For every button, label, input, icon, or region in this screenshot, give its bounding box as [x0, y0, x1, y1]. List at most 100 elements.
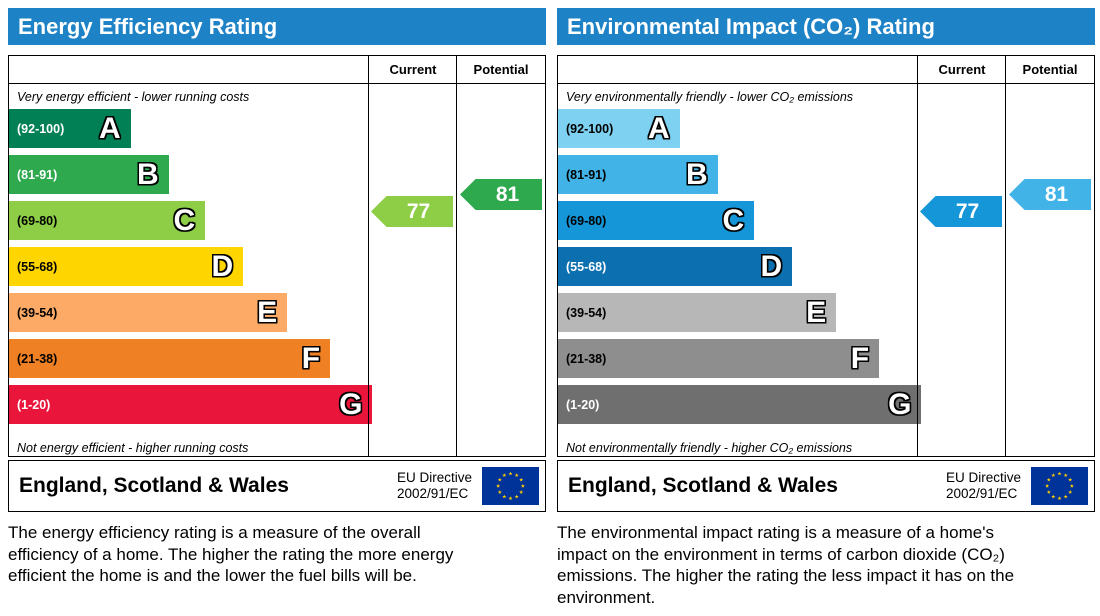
band-letter: B [137, 157, 159, 191]
top-caption: Very environmentally friendly - lower CO… [566, 90, 854, 104]
energy-efficiency-panel: Energy Efficiency Rating Current Potenti… [8, 8, 546, 608]
rating-bands: (92-100) A (81-91) B (69-80) C [9, 109, 545, 424]
eu-directive-label: EU Directive 2002/91/EC [946, 470, 1021, 502]
band-range-label: (39-54) [17, 305, 58, 320]
band-letter: F [301, 341, 321, 375]
eu-directive-line2: 2002/91/EC [945, 486, 1018, 501]
bottom-caption: Not environmentally friendly - higher CO… [566, 441, 853, 455]
eu-directive-label: EU Directive 2002/91/EC [397, 470, 472, 502]
band-a: (92-100) A [558, 109, 680, 148]
band-row: (1-20) G [558, 385, 1094, 424]
band-f: (21-38) F [9, 339, 331, 378]
potential-column-header: Potential [1022, 62, 1078, 77]
column-divider [1005, 56, 1006, 456]
band-letter: E [806, 295, 827, 329]
band-range-label: (92-100) [17, 121, 65, 136]
band-letter: E [257, 295, 278, 329]
panel-description: The energy efficiency rating is a measur… [8, 523, 454, 586]
band-range-label: (39-54) [566, 305, 607, 320]
band-e: (39-54) E [9, 293, 288, 332]
eu-flag-icon [1031, 467, 1088, 505]
band-letter: G [888, 387, 912, 421]
rating-bands: (92-100) A (81-91) B (69-80) C [558, 109, 1094, 424]
bottom-caption: Not energy efficient - higher running co… [17, 441, 249, 455]
band-range-label: (1-20) [17, 397, 51, 412]
region-label: England, Scotland & Wales [568, 474, 838, 497]
potential-rating-value: 81 [1044, 182, 1069, 206]
band-row: (21-38) F [9, 339, 545, 378]
chart-header-row: Current Potential [9, 56, 545, 84]
column-divider [456, 56, 457, 456]
band-row: (92-100) A [558, 109, 1094, 148]
top-caption: Very energy efficient - lower running co… [17, 90, 250, 104]
panel-description: The environmental impact rating is a mea… [557, 523, 1015, 607]
band-b: (81-91) B [9, 155, 169, 194]
region-label: England, Scotland & Wales [19, 474, 289, 497]
band-g: (1-20) G [9, 385, 373, 424]
band-letter: G [339, 387, 363, 421]
potential-rating-arrow: 81 [1009, 179, 1091, 210]
current-rating-arrow: 77 [371, 196, 453, 227]
band-b: (81-91) B [558, 155, 718, 194]
band-row: (55-68) D [9, 247, 545, 286]
band-row: (1-20) G [9, 385, 545, 424]
column-divider [917, 56, 918, 456]
band-d: (55-68) D [558, 247, 793, 286]
current-column-header: Current [389, 62, 437, 77]
band-c: (69-80) C [9, 201, 206, 240]
band-range-label: (1-20) [566, 397, 600, 412]
band-c: (69-80) C [558, 201, 755, 240]
current-rating-value: 77 [955, 199, 980, 223]
potential-column-header: Potential [473, 62, 529, 77]
band-g: (1-20) G [558, 385, 922, 424]
band-row: (69-80) C [9, 201, 545, 240]
co2-rating-chart: Current Potential Very environmentally f… [557, 55, 1095, 457]
chart-footer: England, Scotland & Wales EU Directive 2… [8, 460, 546, 512]
band-row: (39-54) E [9, 293, 545, 332]
current-column-header: Current [938, 62, 986, 77]
band-row: (81-91) B [558, 155, 1094, 194]
band-range-label: (55-68) [566, 259, 607, 274]
panel-title: Energy Efficiency Rating [8, 8, 546, 45]
band-letter: C [173, 203, 196, 237]
band-letter: A [99, 111, 121, 145]
eu-directive-line1: EU Directive [945, 470, 1021, 486]
eu-directive-line2: 2002/91/EC [396, 486, 469, 501]
band-e: (39-54) E [558, 293, 837, 332]
band-range-label: (92-100) [566, 121, 614, 136]
band-range-label: (21-38) [566, 351, 607, 366]
band-range-label: (55-68) [17, 259, 58, 274]
band-row: (39-54) E [558, 293, 1094, 332]
band-row: (55-68) D [558, 247, 1094, 286]
potential-rating-arrow: 81 [460, 179, 542, 210]
eu-flag-icon [482, 467, 539, 505]
band-range-label: (69-80) [17, 213, 58, 228]
energy-rating-chart: Current Potential Very energy efficient … [8, 55, 546, 457]
band-row: (81-91) B [9, 155, 545, 194]
current-rating-value: 77 [406, 199, 431, 223]
band-letter: B [686, 157, 708, 191]
potential-rating-value: 81 [495, 182, 520, 206]
band-row: (69-80) C [558, 201, 1094, 240]
panel-title: Environmental Impact (CO₂) Rating [557, 8, 1095, 45]
column-divider [368, 56, 369, 456]
band-range-label: (21-38) [17, 351, 58, 366]
chart-header-row: Current Potential [558, 56, 1094, 84]
current-rating-arrow: 77 [920, 196, 1002, 227]
band-range-label: (81-91) [17, 167, 58, 182]
band-letter: A [648, 111, 670, 145]
band-f: (21-38) F [558, 339, 880, 378]
eu-directive-line1: EU Directive [396, 470, 472, 486]
band-letter: D [211, 249, 234, 283]
band-range-label: (81-91) [566, 167, 607, 182]
environmental-impact-panel: Environmental Impact (CO₂) Rating Curren… [557, 8, 1095, 608]
band-range-label: (69-80) [566, 213, 607, 228]
band-letter: F [850, 341, 870, 375]
band-row: (21-38) F [558, 339, 1094, 378]
band-a: (92-100) A [9, 109, 131, 148]
band-letter: C [722, 203, 745, 237]
band-row: (92-100) A [9, 109, 545, 148]
band-d: (55-68) D [9, 247, 244, 286]
chart-footer: England, Scotland & Wales EU Directive 2… [557, 460, 1095, 512]
